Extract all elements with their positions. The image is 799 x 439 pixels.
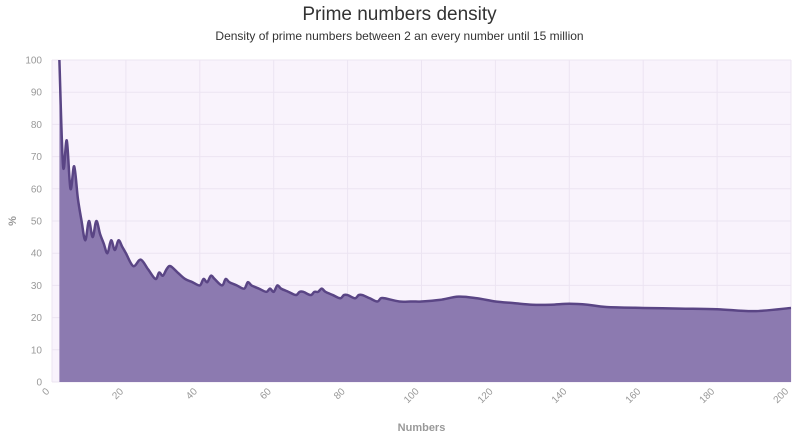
grid-lines: [51, 59, 792, 383]
x-tick-label: 0: [40, 386, 52, 398]
x-axis-ticks: 0 20 40 60 80 100 120 140 160 180 200: [40, 386, 791, 406]
x-tick-label: 60: [258, 386, 274, 402]
x-tick-label: 20: [110, 386, 126, 402]
x-tick-label: 140: [550, 386, 570, 406]
x-tick-label: 160: [624, 386, 644, 406]
y-tick-label: 0: [36, 378, 42, 389]
density-area: [59, 60, 791, 382]
x-tick-label: 200: [772, 386, 792, 406]
y-tick-label: 20: [31, 313, 43, 324]
y-tick-label: 50: [31, 217, 43, 228]
y-tick-label: 80: [31, 120, 43, 131]
y-axis-ticks: 0 10 20 30 40 50 60 70 80 90 100: [25, 56, 42, 389]
x-tick-label: 100: [402, 386, 422, 406]
y-tick-label: 100: [25, 56, 42, 67]
y-tick-label: 30: [31, 281, 43, 292]
x-axis-title: Numbers: [398, 422, 446, 434]
x-tick-label: 80: [332, 386, 348, 402]
x-tick-label: 180: [698, 386, 718, 406]
y-tick-label: 40: [31, 249, 43, 260]
density-line: [58, 59, 792, 313]
y-tick-label: 70: [31, 152, 43, 163]
x-tick-label: 120: [476, 386, 496, 406]
x-tick-label: 40: [184, 386, 200, 402]
y-axis-title: %: [7, 216, 19, 226]
y-tick-label: 60: [31, 184, 43, 195]
y-tick-label: 10: [31, 345, 43, 356]
y-tick-label: 90: [31, 88, 43, 99]
chart-title: Prime numbers density: [302, 4, 497, 25]
chart-subtitle: Density of prime numbers between 2 an ev…: [215, 29, 584, 43]
